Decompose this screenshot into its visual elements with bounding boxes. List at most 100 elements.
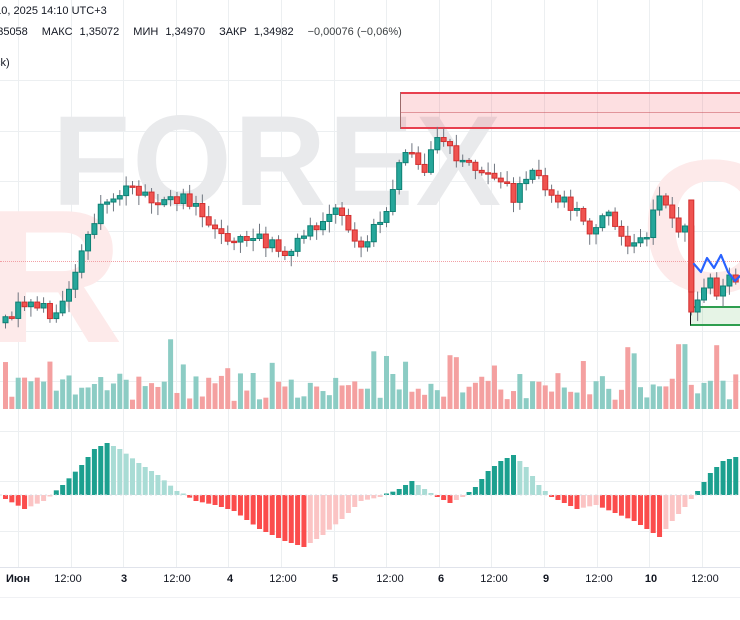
macd-bar [28,495,34,507]
volume-bar [295,397,301,409]
resistance-zone[interactable] [400,92,740,129]
candle-body [542,175,549,191]
xaxis-label[interactable]: 3 [120,573,128,585]
volume-bar [682,344,688,409]
candle-body [720,285,727,297]
candle-body [231,240,238,244]
candle-body [681,225,688,233]
price-level-line [0,261,740,262]
watermark-text: FOREX [52,90,503,233]
candle-body [561,196,568,203]
candle-body [78,250,85,273]
volume-bar [485,380,491,409]
volume-bar [663,386,669,409]
xaxis-label[interactable]: 4 [226,573,234,585]
xaxis-label[interactable]: Июн [6,573,30,585]
volume-bar [15,377,21,409]
macd-bar [593,495,599,505]
volume-bar [441,396,447,409]
xaxis-separator-bottom [0,597,740,598]
volume-bar [561,387,567,409]
volume-bar [130,399,135,409]
volume-bar [714,345,720,409]
macd-bar [574,495,580,509]
volume-bar [276,381,282,409]
candle-body [510,182,517,203]
volume-bar [161,381,167,409]
candle-body [701,287,707,301]
volume-bar [28,381,34,409]
candle-body [466,159,473,163]
volume-bar [536,381,542,409]
candle-body [440,137,447,143]
legend-indicator: , Wick) [0,57,10,69]
candle-body [237,236,244,243]
candle-body [554,194,561,203]
xaxis-label[interactable]: 10 [644,573,658,585]
candle-body [535,169,542,177]
macd-bar [66,478,72,495]
macd-bar [345,495,351,513]
macd-bar [85,457,91,495]
macd-bar [155,475,161,495]
candle-body [402,152,409,164]
xaxis-label[interactable]: 12:00 [269,573,297,585]
macd-bar [695,491,701,495]
candle-body [669,204,676,219]
xaxis-label[interactable]: 9 [542,573,550,585]
legend-close: ЗАКР 1,34982 [219,26,294,38]
xaxis-label[interactable]: 12:00 [585,573,613,585]
candle-body [586,220,593,235]
macd-bar [244,495,250,520]
macd-bar [142,467,148,495]
volume-bar [669,378,675,409]
volume-bar [187,398,193,409]
volume-bar [542,385,548,409]
volume-bar [326,395,332,409]
candle-body [123,185,130,197]
macd-bar [549,495,555,497]
xaxis-label[interactable]: 12:00 [163,573,191,585]
volume-bar [231,400,237,409]
macd-bar [472,487,478,495]
xaxis-label[interactable]: 12:00 [480,573,508,585]
candle-body [529,169,536,180]
xaxis-label[interactable]: 12:00 [54,573,82,585]
candle-body [104,201,111,205]
macd-bar [403,485,409,495]
volume-bar [650,384,656,409]
volume-bar [625,347,631,409]
macd-bar [530,476,536,495]
macd-bar [168,485,174,495]
macd-bar [707,473,713,495]
volume-bar [206,377,212,409]
macd-bar [720,461,726,495]
candle-body [46,303,53,320]
macd-bar [733,457,739,495]
volume-bar [257,399,262,409]
xaxis-label[interactable]: 5 [331,573,339,585]
macd-bar [123,453,129,495]
candle-body [288,250,295,257]
candle-body [148,191,155,204]
candle-body [599,215,606,229]
xaxis-label[interactable]: 12:00 [691,573,719,585]
candle-body [504,181,511,184]
resistance-zone-left-edge [400,92,401,129]
macd-bar [199,495,205,503]
volume-bar [638,387,643,409]
xaxis-label[interactable]: 12:00 [376,573,404,585]
volume-bar [479,376,485,409]
volume-bar [339,385,345,409]
candle-body [580,207,587,222]
macd-bar [22,495,28,509]
macd-bar [676,495,682,514]
xaxis-label[interactable]: 6 [437,573,445,585]
macd-bar [618,495,624,516]
macd-bar [523,467,529,495]
macd-bar [34,495,40,504]
candle-body [300,235,307,239]
volume-bar [657,386,663,409]
volume-bar [371,351,377,409]
